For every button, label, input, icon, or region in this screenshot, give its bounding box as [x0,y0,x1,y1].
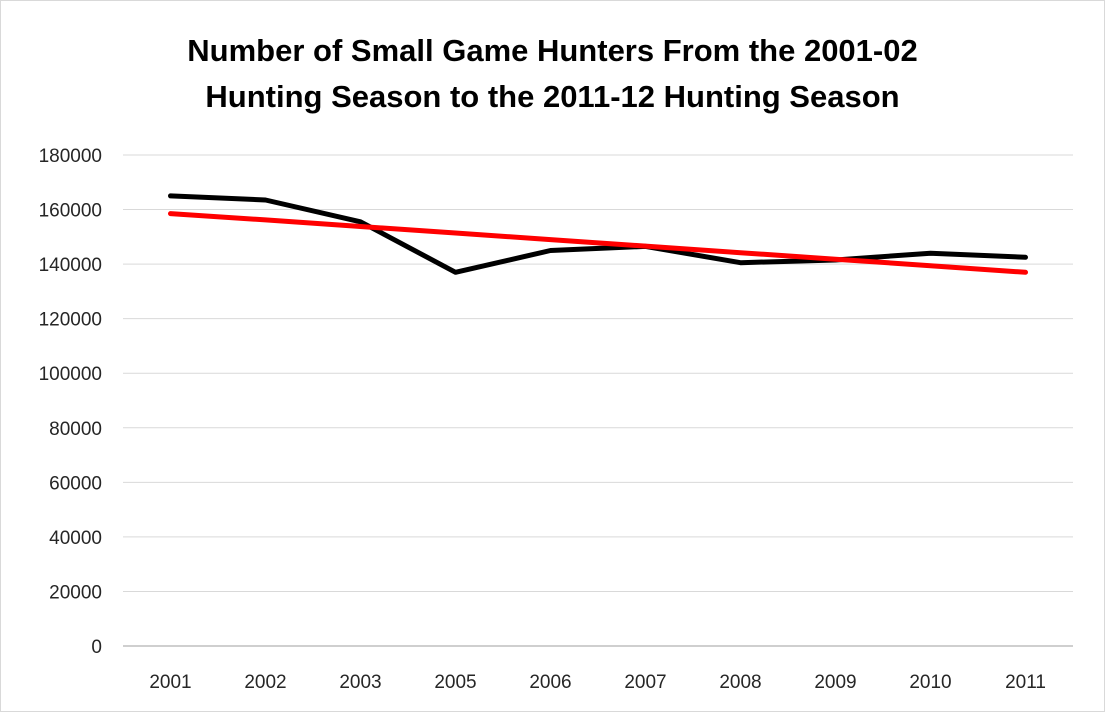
y-tick-label: 0 [91,637,102,658]
chart-title-line-2: Hunting Season to the 2011-12 Hunting Se… [205,79,900,114]
y-tick-label: 40000 [49,528,102,549]
y-tick-label: 180000 [39,146,102,167]
x-tick-label: 2005 [434,672,476,693]
x-tick-label: 2001 [149,672,191,693]
x-tick-label: 2010 [909,672,951,693]
y-tick-label: 20000 [49,582,102,603]
series-line-hunters [168,193,1028,275]
y-tick-label: 100000 [39,364,102,385]
gridlines [123,154,1073,647]
x-tick-label: 2011 [1005,672,1046,693]
x-tick-label: 2002 [244,672,286,693]
y-axis-ticks: 0 20000 40000 60000 80000 100000 120000 140000 1… [39,146,102,658]
x-tick-label: 2008 [719,672,761,693]
y-tick-label: 60000 [49,473,102,494]
x-tick-label: 2003 [339,672,381,693]
chart-title: Number of Small Game Hunters From the 20… [0,28,1105,120]
x-tick-label: 2007 [624,672,666,693]
y-tick-label: 160000 [39,201,102,222]
y-tick-label: 120000 [39,310,102,331]
x-tick-label: 2006 [529,672,571,693]
y-tick-label: 80000 [49,419,102,440]
x-axis-ticks: 2001 2002 2003 2005 2006 2007 2008 2009 2010 2011 [149,672,1046,693]
x-tick-label: 2009 [814,672,856,693]
series-line-trend [168,211,1028,275]
y-tick-label: 140000 [39,255,102,276]
series-lines [168,193,1028,275]
chart-title-line-1: Number of Small Game Hunters From the 20… [187,33,918,68]
